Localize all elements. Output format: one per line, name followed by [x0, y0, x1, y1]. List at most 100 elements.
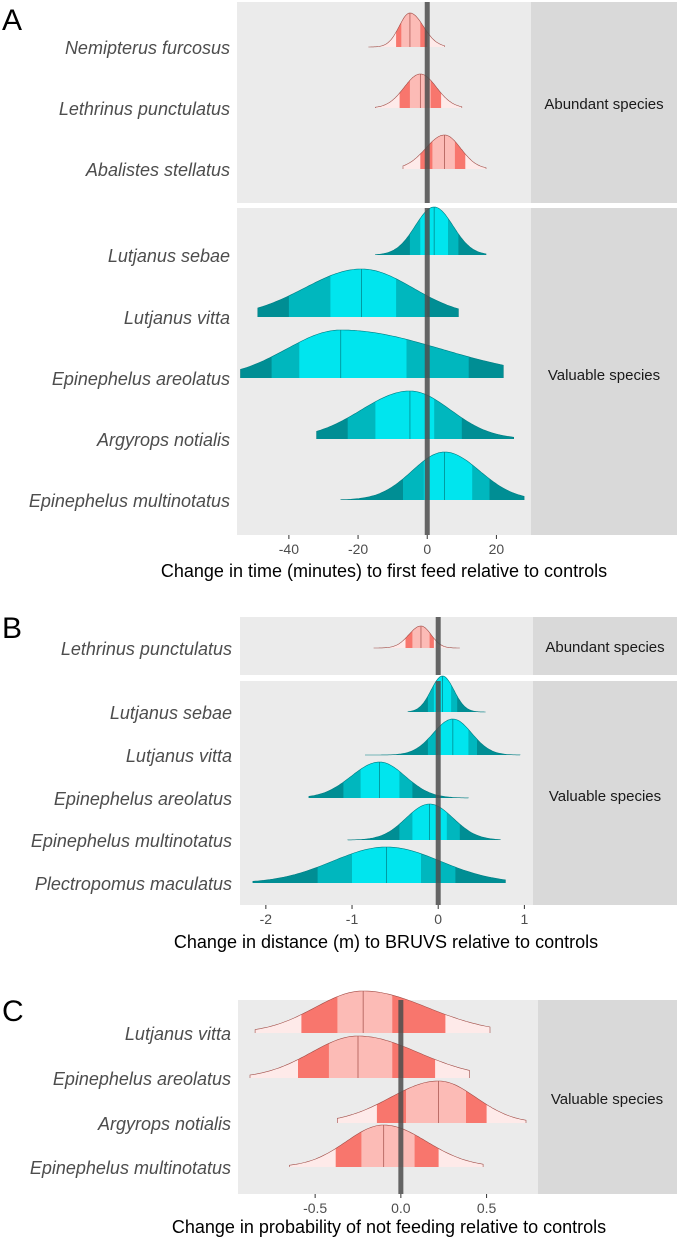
ridge-ci50-band [360, 762, 400, 798]
ridge-outline [240, 329, 504, 378]
panel-c-valuable-strip-label: Valuable species [551, 1091, 663, 1108]
species-label: Argyrops notialis [97, 1114, 231, 1134]
ridge-ci50-band [361, 1125, 415, 1167]
ridge-outline [368, 12, 445, 48]
panel-b-abundant-strip-label: Abundant species [545, 639, 664, 656]
ridge [340, 451, 525, 500]
ridge-ci50-band [375, 391, 435, 439]
ridge [308, 761, 469, 799]
panel-label-a: A [2, 4, 22, 37]
panel-a-valuable-ridges [240, 206, 525, 535]
panel-a-x-axis-title: Change in time (minutes) to first feed r… [161, 561, 607, 581]
species-label: Epinephelus multinotatus [30, 1158, 231, 1178]
ridge-outline [347, 803, 501, 841]
ridge-ci50-band [432, 135, 455, 169]
species-label: Plectropomus maculatus [35, 874, 232, 894]
panel-b-valuable-facet: Valuable species Lutjanus sebae Lutjanus… [31, 675, 677, 905]
ridge-outline [337, 1080, 527, 1123]
ridge [337, 1080, 527, 1123]
ridge [365, 718, 521, 756]
panel-c: C Valuable species Lutjanus vitta Epinep… [2, 990, 677, 1237]
species-label: Lutjanus sebae [110, 703, 232, 723]
ridge-ci50-band [330, 269, 397, 317]
ridge-ci50-band [438, 719, 469, 755]
species-label: Nemipterus furcosus [65, 38, 230, 58]
ridge-ci50-band [328, 1036, 393, 1078]
panel-b-x-axis-title: Change in distance (m) to BRUVS relative… [174, 932, 598, 952]
x-tick-label: -0.5 [303, 1200, 327, 1216]
species-label: Epinephelus areolatus [53, 1069, 231, 1089]
species-label: Lutjanus vitta [125, 1024, 231, 1044]
ridge-outline [407, 675, 486, 713]
panel-b-valuable-strip [533, 681, 677, 905]
panel-c-valuable-strip [538, 1000, 677, 1194]
x-tick-label: 0.0 [391, 1200, 411, 1216]
species-label: Lethrinus punctulatus [61, 639, 232, 659]
ridge-outline [375, 206, 487, 255]
panel-a-valuable-strip [531, 208, 677, 535]
panel-b-abundant-plot-bg [240, 617, 533, 675]
species-label: Lethrinus punctulatus [59, 99, 230, 119]
x-tick-label: -2 [260, 911, 273, 927]
x-tick-label: 0 [434, 911, 442, 927]
ridge-outline [375, 73, 463, 108]
ridge [240, 329, 504, 378]
panel-label-b: B [2, 612, 22, 645]
ridge-outline [340, 451, 525, 500]
species-label: Lutjanus vitta [124, 308, 230, 328]
ridge [252, 846, 506, 883]
species-label: Abalistes stellatus [85, 160, 230, 180]
species-label: Lutjanus vitta [126, 746, 232, 766]
ridge-ci50-band [337, 991, 393, 1033]
panel-b-x-axis: -2 -1 0 1 [260, 905, 528, 927]
panel-b: B Abundant species Lethrinus punctulatus… [2, 612, 677, 952]
ridge [257, 268, 459, 317]
panel-c-x-axis-title: Change in probability of not feeding rel… [172, 1217, 606, 1237]
species-label: Epinephelus multinotatus [29, 491, 230, 511]
x-tick-label: -1 [346, 911, 359, 927]
panel-a-abundant-strip-label: Abundant species [544, 96, 663, 113]
ridge-outline [252, 846, 506, 883]
ridge [254, 990, 491, 1033]
ridge-outline [373, 625, 460, 649]
panel-c-valuable-facet: Valuable species Lutjanus vitta Epinephe… [30, 990, 677, 1194]
panel-c-valuable-ridges [249, 990, 527, 1194]
panel-c-x-axis: -0.5 0.0 0.5 [303, 1194, 497, 1216]
x-tick-label: 0 [423, 541, 431, 557]
panel-b-abundant-facet: Abundant species Lethrinus punctulatus [61, 617, 677, 675]
species-label: Lutjanus sebae [108, 246, 230, 266]
panel-b-valuable-ridges [252, 675, 521, 905]
ridge [402, 134, 487, 169]
x-tick-label: -20 [348, 541, 368, 557]
panel-a-abundant-plot-bg [237, 2, 531, 203]
x-tick-label: -40 [279, 541, 299, 557]
ridge [347, 803, 501, 841]
species-label: Epinephelus multinotatus [31, 831, 232, 851]
panel-a-abundant-facet: Abundant species Nemipterus furcosus Let… [59, 2, 677, 203]
panel-label-c: C [2, 995, 24, 1028]
ridge-ci50-band [299, 330, 407, 378]
species-label: Argyrops notialis [96, 430, 230, 450]
ridge-outline [316, 390, 514, 439]
panel-b-abundant-strip [533, 617, 677, 675]
ridge [373, 625, 460, 649]
panel-a: A Abundant species Nemipterus furcosus L… [2, 2, 677, 581]
species-label: Epinephelus areolatus [52, 369, 230, 389]
ridge [316, 390, 514, 439]
ridge-outline [289, 1124, 484, 1167]
panel-a-valuable-facet: Valuable species Lutjanus sebae Lutjanus… [29, 206, 677, 535]
ridge-ci50-band [401, 13, 421, 47]
panel-a-abundant-ridges [368, 2, 487, 203]
panel-a-abundant-strip [531, 2, 677, 203]
panel-b-valuable-strip-label: Valuable species [549, 788, 661, 805]
ridge-outline [249, 1035, 470, 1078]
panel-a-valuable-strip-label: Valuable species [548, 367, 660, 384]
ridge-outline [308, 761, 469, 799]
x-tick-label: 20 [489, 541, 505, 557]
ridge-outline [365, 718, 521, 756]
ridge-ci50-band [406, 1081, 466, 1123]
panel-b-abundant-ridges [373, 617, 460, 675]
species-label: Epinephelus areolatus [54, 789, 232, 809]
x-tick-label: 0.5 [477, 1200, 497, 1216]
